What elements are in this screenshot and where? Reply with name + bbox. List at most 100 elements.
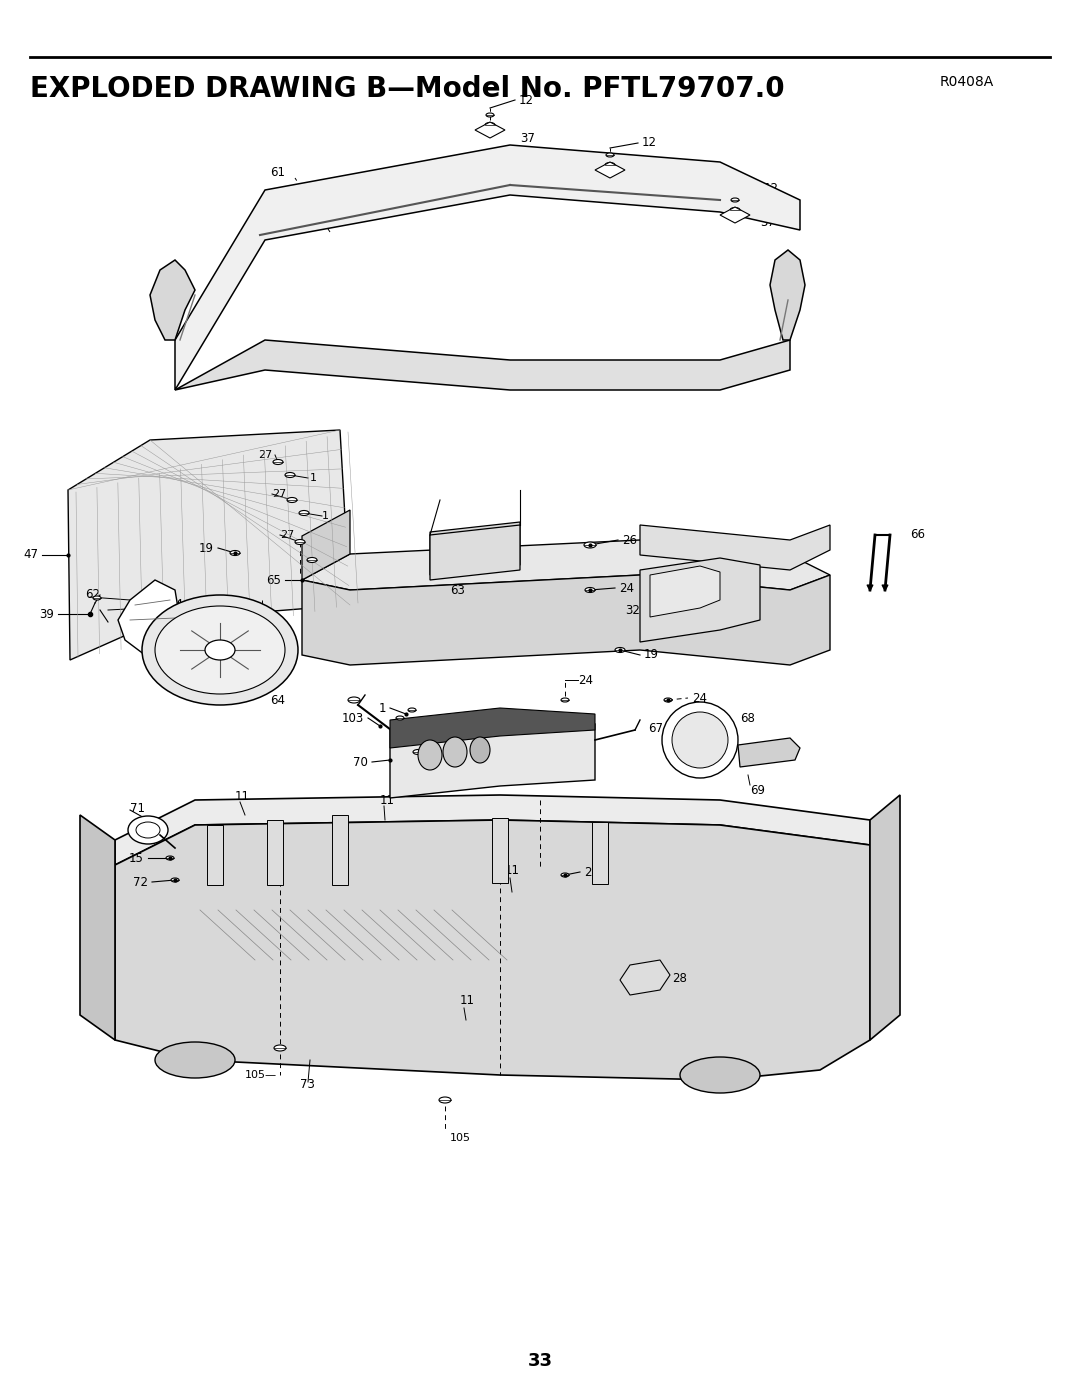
Ellipse shape: [486, 113, 494, 117]
Polygon shape: [595, 162, 625, 177]
Text: 24: 24: [578, 673, 593, 686]
Text: 65: 65: [266, 574, 281, 587]
Ellipse shape: [413, 750, 423, 754]
Polygon shape: [640, 525, 831, 570]
Ellipse shape: [438, 1097, 451, 1104]
Ellipse shape: [680, 1058, 760, 1092]
Polygon shape: [80, 814, 114, 1039]
Polygon shape: [870, 795, 900, 1039]
Ellipse shape: [606, 154, 615, 156]
Text: 12: 12: [519, 94, 534, 106]
Text: 19: 19: [644, 648, 659, 662]
Polygon shape: [650, 566, 720, 617]
Text: 19: 19: [199, 542, 214, 555]
Polygon shape: [118, 580, 180, 655]
Text: 1: 1: [310, 474, 318, 483]
Text: 103: 103: [341, 711, 364, 725]
Text: R0408A: R0408A: [940, 75, 995, 89]
Ellipse shape: [585, 588, 595, 592]
Ellipse shape: [93, 597, 102, 599]
Text: 11: 11: [460, 993, 475, 1006]
Ellipse shape: [156, 606, 285, 694]
Text: 27: 27: [258, 450, 272, 460]
Polygon shape: [475, 122, 505, 138]
Text: 1: 1: [322, 511, 329, 521]
Text: 69: 69: [750, 784, 765, 796]
Polygon shape: [430, 525, 519, 580]
Text: 11: 11: [235, 791, 249, 803]
Ellipse shape: [129, 816, 168, 844]
Text: 62: 62: [85, 588, 100, 602]
Polygon shape: [720, 207, 750, 224]
Ellipse shape: [230, 550, 240, 556]
Ellipse shape: [730, 208, 740, 212]
Ellipse shape: [348, 697, 360, 703]
Ellipse shape: [662, 703, 738, 778]
Text: 15: 15: [130, 852, 144, 865]
Ellipse shape: [141, 595, 298, 705]
Text: 68: 68: [740, 711, 755, 725]
Text: 28: 28: [672, 971, 687, 985]
Polygon shape: [390, 718, 595, 798]
Ellipse shape: [672, 712, 728, 768]
Ellipse shape: [205, 640, 235, 659]
Text: 39: 39: [39, 608, 54, 620]
Ellipse shape: [443, 738, 467, 767]
Text: EXPLODED DRAWING B—Model No. PFTL79707.0: EXPLODED DRAWING B—Model No. PFTL79707.0: [30, 75, 785, 103]
Text: 67: 67: [648, 721, 663, 735]
Ellipse shape: [664, 698, 672, 703]
Polygon shape: [175, 339, 789, 390]
Text: 37: 37: [638, 172, 653, 184]
Text: 12: 12: [642, 137, 657, 149]
Polygon shape: [332, 814, 348, 886]
Ellipse shape: [156, 1042, 235, 1078]
Text: 37: 37: [519, 131, 535, 144]
Text: 24: 24: [619, 581, 634, 595]
Ellipse shape: [470, 738, 490, 763]
Ellipse shape: [287, 497, 297, 503]
Text: 105: 105: [450, 1133, 471, 1143]
Polygon shape: [267, 820, 283, 886]
Ellipse shape: [396, 717, 404, 719]
Polygon shape: [492, 819, 508, 883]
Polygon shape: [640, 557, 760, 643]
Ellipse shape: [274, 1045, 286, 1051]
Polygon shape: [592, 821, 608, 884]
Ellipse shape: [295, 539, 305, 545]
Ellipse shape: [166, 856, 174, 861]
Text: 70: 70: [353, 756, 368, 768]
Polygon shape: [302, 510, 350, 580]
Ellipse shape: [408, 708, 416, 712]
Polygon shape: [114, 820, 870, 1080]
Text: 11: 11: [505, 863, 519, 876]
Ellipse shape: [418, 740, 442, 770]
Text: 11: 11: [380, 793, 395, 806]
Text: 37: 37: [760, 217, 774, 229]
Polygon shape: [302, 541, 831, 590]
Ellipse shape: [561, 698, 569, 703]
Ellipse shape: [561, 873, 569, 877]
Text: 24: 24: [692, 692, 707, 704]
Polygon shape: [302, 576, 831, 665]
Text: 24: 24: [168, 598, 183, 612]
Polygon shape: [114, 795, 870, 865]
Ellipse shape: [485, 123, 495, 127]
Text: 26: 26: [622, 534, 637, 546]
Ellipse shape: [615, 647, 625, 652]
Text: 72: 72: [133, 876, 148, 888]
Ellipse shape: [136, 821, 160, 838]
Polygon shape: [620, 960, 670, 995]
Ellipse shape: [299, 510, 309, 515]
Text: 12: 12: [764, 182, 779, 194]
Polygon shape: [738, 738, 800, 767]
Text: 64: 64: [270, 693, 285, 707]
Ellipse shape: [285, 472, 295, 478]
Text: 27: 27: [280, 529, 294, 541]
Polygon shape: [430, 522, 519, 576]
Ellipse shape: [605, 162, 615, 168]
Text: 66: 66: [910, 528, 924, 542]
Text: 24: 24: [584, 866, 599, 879]
Text: 27: 27: [272, 489, 286, 499]
Polygon shape: [175, 145, 800, 390]
Ellipse shape: [584, 542, 596, 548]
